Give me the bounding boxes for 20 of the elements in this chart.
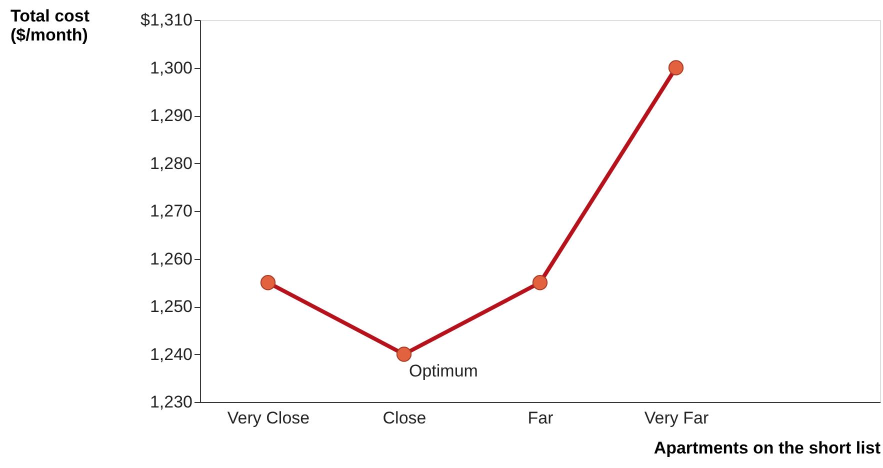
y-tick-label: 1,250 xyxy=(150,297,192,316)
y-tick-label: 1,230 xyxy=(150,392,192,412)
y-tick-label: 1,290 xyxy=(150,106,192,125)
y-tick-label: $1,310 xyxy=(140,10,192,30)
point xyxy=(396,346,412,362)
point xyxy=(668,60,684,76)
point xyxy=(532,275,548,290)
annotation: Optimum xyxy=(409,361,478,380)
x-tick-label: Very Far xyxy=(644,408,709,428)
y-tick-label: 1,280 xyxy=(150,154,192,173)
y-axis-title: Total cost ($/month) xyxy=(10,6,90,44)
x-tick-label: Far xyxy=(528,408,554,428)
x-axis-title: Apartments on the short list xyxy=(654,438,881,458)
x-tick-label: Close xyxy=(382,408,426,428)
point xyxy=(260,275,276,290)
y-tick-label: 1,240 xyxy=(150,344,192,364)
y-tick-label: 1,300 xyxy=(150,58,192,78)
y-tick-label: 1,270 xyxy=(150,202,192,220)
x-tick-label: Very Close xyxy=(227,408,310,428)
y-tick-label: 1,260 xyxy=(150,249,192,268)
